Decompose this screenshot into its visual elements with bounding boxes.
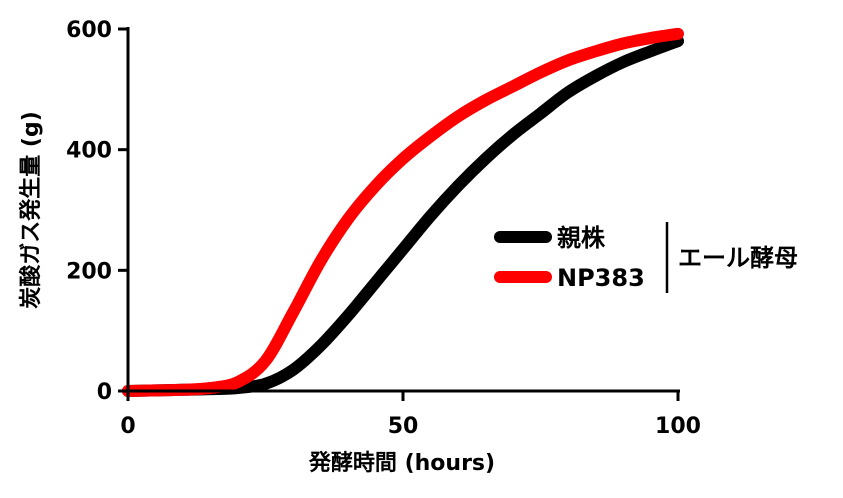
series-line-np383 (122, 27, 684, 397)
y-axis-label: 炭酸ガス発生量 (g) (18, 111, 44, 309)
legend-label-parent: 親株 (557, 224, 606, 252)
y-tick-label: 400 (66, 139, 112, 164)
x-tick-label: 100 (655, 414, 701, 439)
y-tick-label: 600 (66, 18, 112, 43)
series-layer (122, 27, 684, 397)
legend-label-np383: NP383 (557, 264, 645, 292)
ticks-layer: 0 200 400 600 0 50 100 (66, 18, 701, 439)
legend: 親株 NP383 エール酵母 (494, 222, 798, 293)
x-axis-label: 発酵時間 (hours) (308, 450, 495, 476)
y-tick-label: 0 (97, 380, 112, 405)
y-tick-label: 200 (66, 259, 112, 284)
x-tick-label: 0 (120, 414, 135, 439)
legend-group-label: エール酵母 (678, 244, 798, 272)
series-line-parent (122, 35, 684, 397)
x-tick-label: 50 (388, 414, 419, 439)
